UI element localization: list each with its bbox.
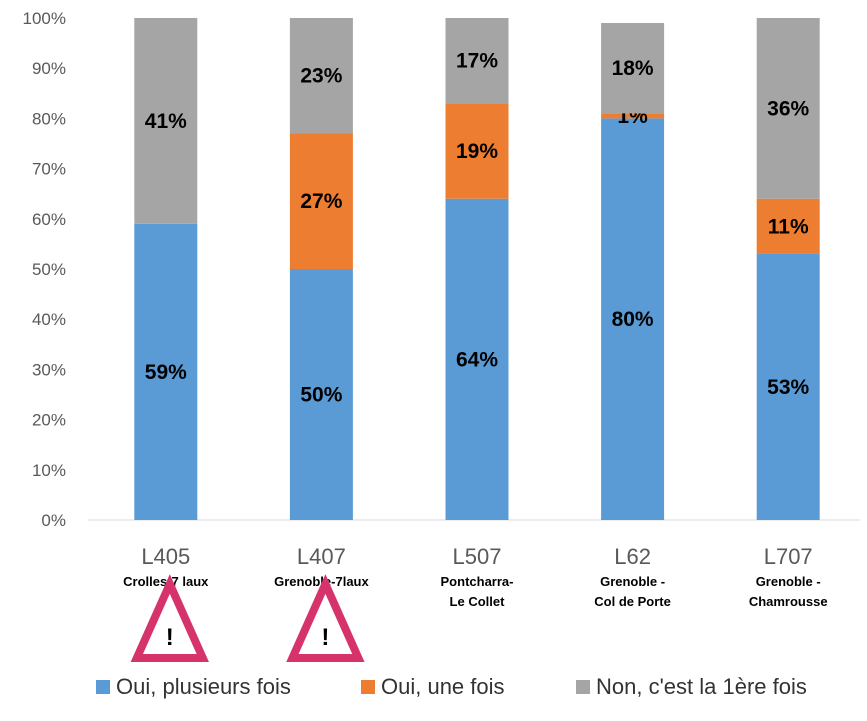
bar-segment: [601, 118, 665, 521]
bar-segment: [445, 18, 509, 104]
data-label: 19%: [456, 140, 498, 163]
bar-segment: [445, 103, 509, 199]
warning-exclamation: !: [321, 624, 329, 651]
category-sublabel: Grenoble -: [600, 574, 665, 589]
y-tick-label: 100%: [23, 9, 66, 28]
data-label: 11%: [768, 215, 809, 238]
data-label: 59%: [145, 361, 187, 384]
legend-swatch-blue: [96, 680, 110, 694]
warning-exclamation: !: [166, 624, 174, 651]
category-sublabel: Chamrousse: [749, 594, 828, 609]
y-tick-label: 10%: [32, 461, 66, 480]
legend-label: Non, c'est la 1ère fois: [596, 674, 807, 699]
data-label: 36%: [767, 97, 809, 120]
bar-segment: [756, 253, 820, 520]
y-tick-label: 30%: [32, 360, 66, 379]
category-label: L507: [453, 544, 502, 569]
bar-segment: [601, 23, 665, 114]
category-label: L62: [614, 544, 651, 569]
bar-segment: [289, 133, 353, 269]
data-label: 17%: [456, 50, 498, 73]
warning-triangle: [286, 574, 365, 662]
bar-segment: [134, 18, 198, 224]
bar-segment: [756, 198, 820, 254]
bar-segment: [756, 18, 820, 199]
bar-segment: [601, 113, 665, 119]
y-tick-label: 80%: [32, 109, 66, 128]
data-label: 18%: [612, 57, 654, 80]
category-sublabel: Le Collet: [450, 594, 506, 609]
bar-segment: [289, 269, 353, 520]
data-label: 50%: [300, 384, 342, 407]
legend-swatch-orange: [361, 680, 375, 694]
legend-item-oui-plusieurs: Oui, plusieurs fois: [96, 672, 291, 702]
y-tick-label: 90%: [32, 59, 66, 78]
category-sublabel: Grenoble -: [756, 574, 821, 589]
category-label: L707: [764, 544, 813, 569]
category-label: L407: [297, 544, 346, 569]
data-label: 41%: [145, 110, 187, 133]
data-label: 53%: [767, 376, 809, 399]
warning-icon: !: [286, 574, 365, 662]
legend-item-non-premiere: Non, c'est la 1ère fois: [576, 672, 807, 702]
legend-label: Oui, une fois: [381, 674, 505, 699]
y-tick-label: 70%: [32, 160, 66, 179]
legend: Oui, plusieurs fois Oui, une fois Non, c…: [0, 672, 867, 702]
legend-label: Oui, plusieurs fois: [116, 674, 291, 699]
bar-segment: [134, 223, 198, 520]
data-label: 27%: [300, 190, 342, 213]
bar-segment: [289, 18, 353, 134]
warning-triangle: [130, 574, 209, 662]
category-sublabel: Crolles-7 laux: [123, 574, 209, 589]
legend-item-oui-une-fois: Oui, une fois: [361, 672, 505, 702]
data-label: 80%: [612, 308, 654, 331]
category-label: L405: [141, 544, 190, 569]
data-label: 64%: [456, 348, 498, 371]
y-tick-label: 40%: [32, 310, 66, 329]
bar-segment: [445, 198, 509, 520]
warning-icon: !: [130, 574, 209, 662]
legend-swatch-gray: [576, 680, 590, 694]
category-sublabel: Col de Porte: [594, 594, 671, 609]
y-tick-label: 60%: [32, 210, 66, 229]
category-sublabel: Grenoble-7laux: [274, 574, 369, 589]
data-label: 23%: [300, 65, 342, 88]
y-tick-label: 50%: [32, 260, 66, 279]
y-tick-label: 0%: [41, 511, 66, 530]
y-tick-label: 20%: [32, 411, 66, 430]
category-sublabel: Pontcharra-: [441, 574, 514, 589]
